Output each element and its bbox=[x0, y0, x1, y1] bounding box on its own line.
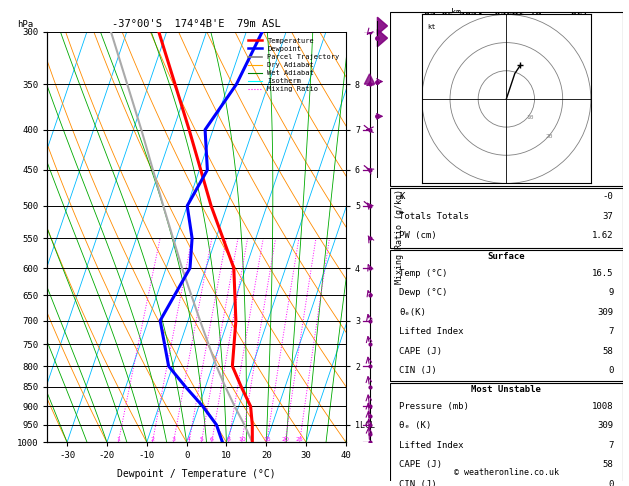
Text: 1: 1 bbox=[116, 437, 120, 442]
Polygon shape bbox=[364, 74, 375, 84]
Bar bbox=[390, 382, 623, 486]
Text: 309: 309 bbox=[598, 421, 613, 430]
Text: 15: 15 bbox=[263, 437, 270, 442]
Text: Dewpoint / Temperature (°C): Dewpoint / Temperature (°C) bbox=[117, 469, 276, 479]
Text: Totals Totals: Totals Totals bbox=[399, 211, 469, 221]
Text: hPa: hPa bbox=[18, 20, 33, 30]
Text: 4: 4 bbox=[187, 437, 191, 442]
Text: 0: 0 bbox=[608, 366, 613, 375]
Text: θₑ (K): θₑ (K) bbox=[399, 421, 431, 430]
Text: 25: 25 bbox=[296, 437, 304, 442]
Text: 309: 309 bbox=[598, 308, 613, 317]
Polygon shape bbox=[377, 29, 387, 47]
Text: 3: 3 bbox=[172, 437, 175, 442]
Text: © weatheronline.co.uk: © weatheronline.co.uk bbox=[454, 469, 559, 477]
Text: Mixing Ratio (g/kg): Mixing Ratio (g/kg) bbox=[395, 190, 404, 284]
Text: km
ASL: km ASL bbox=[450, 8, 465, 28]
Text: 58: 58 bbox=[603, 347, 613, 356]
Bar bbox=[390, 12, 623, 186]
Text: -0: -0 bbox=[603, 192, 613, 201]
Text: 1008: 1008 bbox=[592, 401, 613, 411]
Text: CAPE (J): CAPE (J) bbox=[399, 460, 442, 469]
Polygon shape bbox=[377, 17, 387, 35]
Text: CIN (J): CIN (J) bbox=[399, 366, 437, 375]
Text: θₑ(K): θₑ(K) bbox=[399, 308, 426, 317]
Text: 58: 58 bbox=[603, 460, 613, 469]
Text: 2: 2 bbox=[150, 437, 154, 442]
Text: Lifted Index: Lifted Index bbox=[399, 441, 464, 450]
Text: 16.5: 16.5 bbox=[592, 269, 613, 278]
Text: 37: 37 bbox=[603, 211, 613, 221]
Text: CAPE (J): CAPE (J) bbox=[399, 347, 442, 356]
Text: 7: 7 bbox=[608, 441, 613, 450]
Text: 6: 6 bbox=[210, 437, 214, 442]
Text: 9: 9 bbox=[608, 288, 613, 297]
Legend: Temperature, Dewpoint, Parcel Trajectory, Dry Adiabat, Wet Adiabat, Isotherm, Mi: Temperature, Dewpoint, Parcel Trajectory… bbox=[245, 35, 342, 95]
Text: Dewp (°C): Dewp (°C) bbox=[399, 288, 448, 297]
Polygon shape bbox=[364, 21, 375, 32]
Title: -37°00'S  174°4B'E  79m ASL: -37°00'S 174°4B'E 79m ASL bbox=[112, 19, 281, 30]
Text: Pressure (mb): Pressure (mb) bbox=[399, 401, 469, 411]
Text: kt: kt bbox=[428, 23, 436, 30]
Text: 03.05.2024  03GMT (Base: 06): 03.05.2024 03GMT (Base: 06) bbox=[424, 12, 589, 22]
Text: 10: 10 bbox=[526, 115, 533, 120]
Text: Most Unstable: Most Unstable bbox=[471, 385, 542, 394]
Text: 0: 0 bbox=[608, 480, 613, 486]
Text: 7: 7 bbox=[608, 327, 613, 336]
Bar bbox=[390, 250, 623, 381]
Text: CIN (J): CIN (J) bbox=[399, 480, 437, 486]
Text: 20: 20 bbox=[546, 134, 554, 139]
Text: K: K bbox=[399, 192, 404, 201]
Text: Temp (°C): Temp (°C) bbox=[399, 269, 448, 278]
Bar bbox=[390, 188, 623, 248]
Text: 20: 20 bbox=[281, 437, 289, 442]
Text: 5: 5 bbox=[199, 437, 203, 442]
Text: Lifted Index: Lifted Index bbox=[399, 327, 464, 336]
Text: 10: 10 bbox=[238, 437, 246, 442]
Text: 1.62: 1.62 bbox=[592, 231, 613, 240]
Text: 8: 8 bbox=[226, 437, 230, 442]
Text: PW (cm): PW (cm) bbox=[399, 231, 437, 240]
Text: Surface: Surface bbox=[487, 252, 525, 261]
